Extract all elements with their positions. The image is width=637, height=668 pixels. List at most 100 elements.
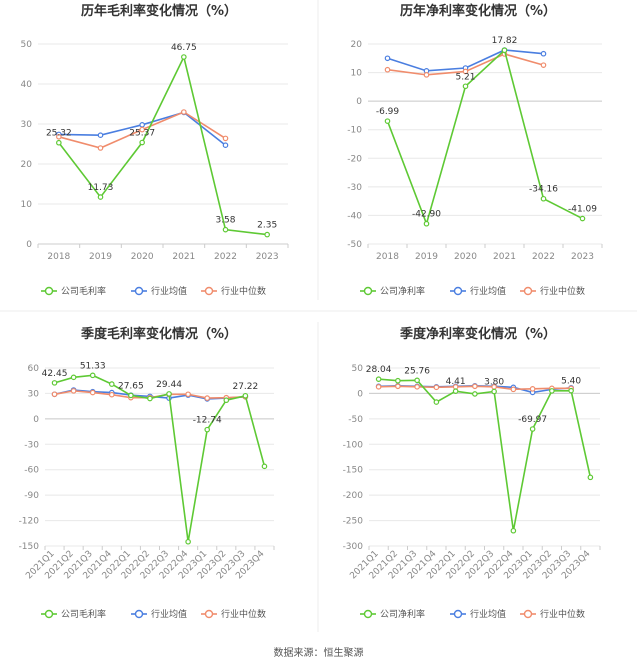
data-point bbox=[204, 395, 211, 401]
data-point bbox=[540, 195, 547, 202]
data-label: 4.41 bbox=[446, 377, 466, 387]
data-source-note: 数据来源：恒生聚源 bbox=[273, 648, 364, 659]
data-point bbox=[185, 391, 191, 398]
legend-company-marker bbox=[44, 286, 54, 296]
data-point bbox=[70, 374, 77, 381]
data-point bbox=[70, 388, 77, 394]
y-tick-label: -120 bbox=[19, 517, 40, 527]
x-tick-label: 2021 bbox=[493, 252, 516, 262]
chart-panel-quarterly-gross-margin: 季度毛利率变化情况（%）-150-120-90-60-30030602021Q1… bbox=[19, 326, 275, 620]
data-point bbox=[204, 426, 211, 433]
legend-company-marker bbox=[363, 609, 373, 619]
y-tick-label: -250 bbox=[343, 517, 364, 527]
data-point bbox=[97, 132, 104, 139]
chart-title: 历年净利率变化情况（%） bbox=[400, 3, 556, 19]
data-point bbox=[223, 397, 230, 404]
data-point bbox=[222, 135, 229, 142]
legend-industry-median-label: 行业中位数 bbox=[221, 608, 266, 620]
chart-title: 季度净利率变化情况（%） bbox=[399, 326, 556, 342]
legend-industry-mean-marker bbox=[453, 609, 463, 619]
data-point bbox=[139, 122, 145, 128]
data-label: 11.73 bbox=[88, 183, 114, 193]
data-label: 25.76 bbox=[404, 366, 430, 376]
data-point bbox=[549, 388, 555, 394]
legend-industry-median-marker bbox=[204, 286, 214, 296]
legend-industry-median-label: 行业中位数 bbox=[221, 285, 266, 297]
data-point bbox=[97, 145, 104, 151]
data-point bbox=[264, 231, 270, 238]
data-point bbox=[89, 389, 96, 396]
x-tick-label: 2018 bbox=[376, 252, 399, 262]
y-tick-label: 50 bbox=[21, 40, 33, 50]
y-tick-label: -10 bbox=[347, 126, 362, 136]
legend-industry-median-marker bbox=[523, 609, 533, 619]
data-label: 27.65 bbox=[118, 381, 144, 391]
data-point bbox=[510, 527, 517, 534]
data-label: -42.90 bbox=[412, 210, 441, 220]
data-label: 2.35 bbox=[257, 221, 277, 231]
series-line-company bbox=[378, 378, 592, 531]
data-label: -12.74 bbox=[193, 416, 222, 426]
y-tick-label: 40 bbox=[21, 80, 33, 90]
data-point bbox=[56, 139, 62, 146]
data-label: 51.33 bbox=[80, 361, 106, 371]
x-tick-label: 2023 bbox=[571, 252, 594, 262]
data-point bbox=[384, 66, 391, 73]
y-tick-label: 20 bbox=[351, 40, 363, 50]
data-label: 46.75 bbox=[171, 43, 197, 53]
data-point bbox=[529, 426, 536, 432]
y-tick-label: -90 bbox=[24, 491, 39, 501]
data-point bbox=[472, 383, 478, 390]
data-point bbox=[472, 391, 478, 397]
x-tick-label: 2020 bbox=[454, 252, 477, 262]
data-label: 28.04 bbox=[366, 365, 392, 375]
data-label: -69.97 bbox=[518, 415, 547, 425]
data-label: 29.44 bbox=[156, 380, 182, 390]
data-point bbox=[384, 55, 391, 62]
data-label: 5.21 bbox=[455, 72, 475, 82]
chart-title: 季度毛利率变化情况（%） bbox=[80, 326, 237, 342]
data-point bbox=[181, 109, 187, 115]
y-tick-label: 10 bbox=[21, 200, 33, 210]
legend-industry-median-label: 行业中位数 bbox=[540, 285, 585, 297]
data-point bbox=[414, 377, 420, 384]
legend-industry-mean-label: 行业均值 bbox=[470, 608, 506, 620]
data-point bbox=[56, 134, 62, 140]
legend-industry-mean-marker bbox=[134, 609, 144, 619]
data-label: 25.32 bbox=[46, 129, 72, 139]
x-tick-label: 2020 bbox=[131, 252, 154, 262]
y-tick-label: -30 bbox=[24, 440, 39, 450]
legend-industry-median-label: 行业中位数 bbox=[540, 608, 585, 620]
y-tick-label: -20 bbox=[347, 154, 362, 164]
chart-panel-quarterly-net-margin: 季度净利率变化情况（%）-300-250-200-150-100-5005020… bbox=[343, 326, 601, 620]
legend-company-marker bbox=[363, 286, 373, 296]
data-point bbox=[540, 62, 547, 68]
legend-industry-mean-marker bbox=[134, 286, 144, 296]
x-tick-label: 2022 bbox=[214, 252, 237, 262]
data-point bbox=[89, 372, 96, 379]
x-tick-label: 2022 bbox=[532, 252, 555, 262]
data-point bbox=[510, 386, 517, 393]
legend-industry-median-marker bbox=[523, 286, 533, 296]
y-tick-label: -50 bbox=[347, 240, 362, 250]
data-point bbox=[587, 474, 594, 481]
y-tick-label: 30 bbox=[21, 120, 33, 130]
data-point bbox=[462, 68, 469, 75]
data-point bbox=[375, 376, 382, 382]
x-tick-label: 2018 bbox=[47, 252, 70, 262]
legend-industry-median-marker bbox=[204, 609, 214, 619]
data-point bbox=[261, 463, 268, 470]
data-point bbox=[108, 391, 115, 398]
data-point bbox=[452, 388, 459, 394]
data-point bbox=[222, 142, 229, 149]
data-label: -34.16 bbox=[529, 185, 558, 195]
data-point bbox=[433, 384, 440, 391]
data-point bbox=[139, 126, 145, 133]
data-point bbox=[491, 388, 497, 395]
y-tick-label: -30 bbox=[347, 183, 362, 193]
data-point bbox=[139, 139, 145, 146]
chart-panel-annual-gross-margin: 历年毛利率变化情况（%） 0 10 20 30 40 50 2018 2019 2020 2021 2… bbox=[21, 3, 289, 297]
data-point bbox=[433, 399, 440, 405]
data-label: 3.58 bbox=[215, 216, 235, 226]
y-tick-label: 20 bbox=[21, 160, 33, 170]
